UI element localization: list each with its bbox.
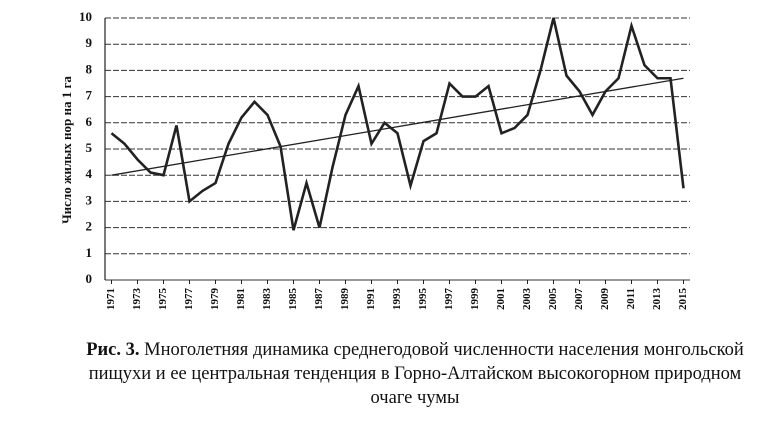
y-tick-label: 3	[86, 192, 93, 207]
x-tick-label: 1977	[183, 288, 195, 311]
x-tick-label: 2003	[521, 288, 533, 311]
y-tick-label: 6	[86, 114, 93, 129]
y-tick-label: 0	[86, 271, 93, 286]
y-tick-label: 4	[86, 166, 93, 181]
x-tick-label: 1979	[209, 288, 221, 311]
y-tick-label: 5	[86, 140, 93, 155]
y-tick-label: 7	[86, 88, 93, 103]
x-tick-label: 2015	[677, 288, 689, 311]
y-tick-label: 2	[86, 219, 93, 234]
y-tick-label: 9	[86, 35, 93, 50]
x-tick-label: 1983	[261, 288, 273, 311]
x-tick-label: 1975	[157, 288, 169, 311]
x-tick-label: 2007	[573, 288, 585, 311]
y-axis-label: Число жилых нор на 1 га	[59, 76, 74, 224]
x-tick-label: 1973	[131, 288, 143, 311]
y-tick-label: 10	[79, 9, 92, 24]
x-tick-label: 1987	[313, 288, 325, 311]
x-tick-label: 2005	[547, 288, 559, 311]
trend-line	[111, 77, 684, 176]
x-tick-label: 1981	[235, 288, 247, 310]
x-tick-label: 1997	[443, 288, 455, 311]
x-tick-label: 1985	[287, 288, 299, 311]
x-tick-label: 1995	[417, 288, 429, 311]
x-tick-label: 2009	[599, 288, 611, 311]
chart: Число жилых нор на 1 га 0 1 2 3 4 5 6 7 8 9 10 1971…	[59, 9, 690, 311]
x-tick-label: 1991	[365, 288, 377, 310]
x-tick-label: 1971	[105, 288, 117, 310]
data-line	[110, 17, 685, 231]
x-tick-label: 1989	[339, 288, 351, 311]
x-tick-label: 1999	[469, 288, 481, 311]
caption: Рис. 3. Многолетняя динамика среднегодов…	[70, 338, 760, 410]
x-tick-label: 1993	[391, 288, 403, 311]
x-tick-label: 2013	[651, 288, 663, 311]
y-tick-label: 8	[86, 61, 93, 76]
x-tick-label: 2011	[625, 288, 637, 309]
y-tick-label: 1	[86, 245, 93, 260]
caption-text: Многолетняя динамика среднегодовой числе…	[88, 340, 744, 408]
caption-label: Рис. 3.	[86, 340, 140, 360]
x-tick-label: 2001	[495, 288, 507, 310]
